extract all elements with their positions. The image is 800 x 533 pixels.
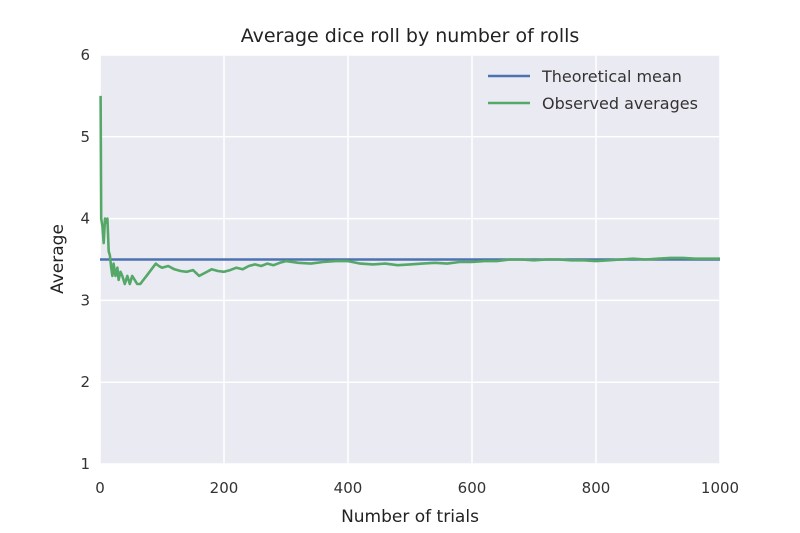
legend-label: Observed averages: [542, 94, 698, 113]
y-tick-labels: 1 2 3 4 5 6: [80, 46, 90, 473]
x-tick-label: 200: [210, 479, 239, 497]
x-tick-labels: 0 200 400 600 800 1000: [95, 479, 739, 497]
x-tick-label: 800: [582, 479, 611, 497]
y-tick-label: 4: [80, 210, 90, 228]
legend: Theoretical mean Observed averages: [488, 67, 698, 113]
x-tick-label: 1000: [701, 479, 739, 497]
series-line-observed-averages: [99, 95, 720, 286]
y-tick-label: 1: [80, 455, 90, 473]
y-tick-label: 2: [80, 373, 90, 391]
x-tick-label: 600: [458, 479, 487, 497]
legend-label: Theoretical mean: [541, 67, 682, 86]
y-axis-label: Average: [48, 224, 68, 294]
x-tick-label: 0: [95, 479, 105, 497]
series-layer: [99, 95, 720, 286]
y-tick-label: 3: [80, 291, 90, 309]
y-tick-label: 5: [80, 128, 90, 146]
chart-title: Average dice roll by number of rolls: [241, 25, 580, 47]
x-axis-label: Number of trials: [341, 507, 479, 527]
y-tick-label: 6: [80, 46, 90, 64]
x-tick-label: 400: [334, 479, 363, 497]
